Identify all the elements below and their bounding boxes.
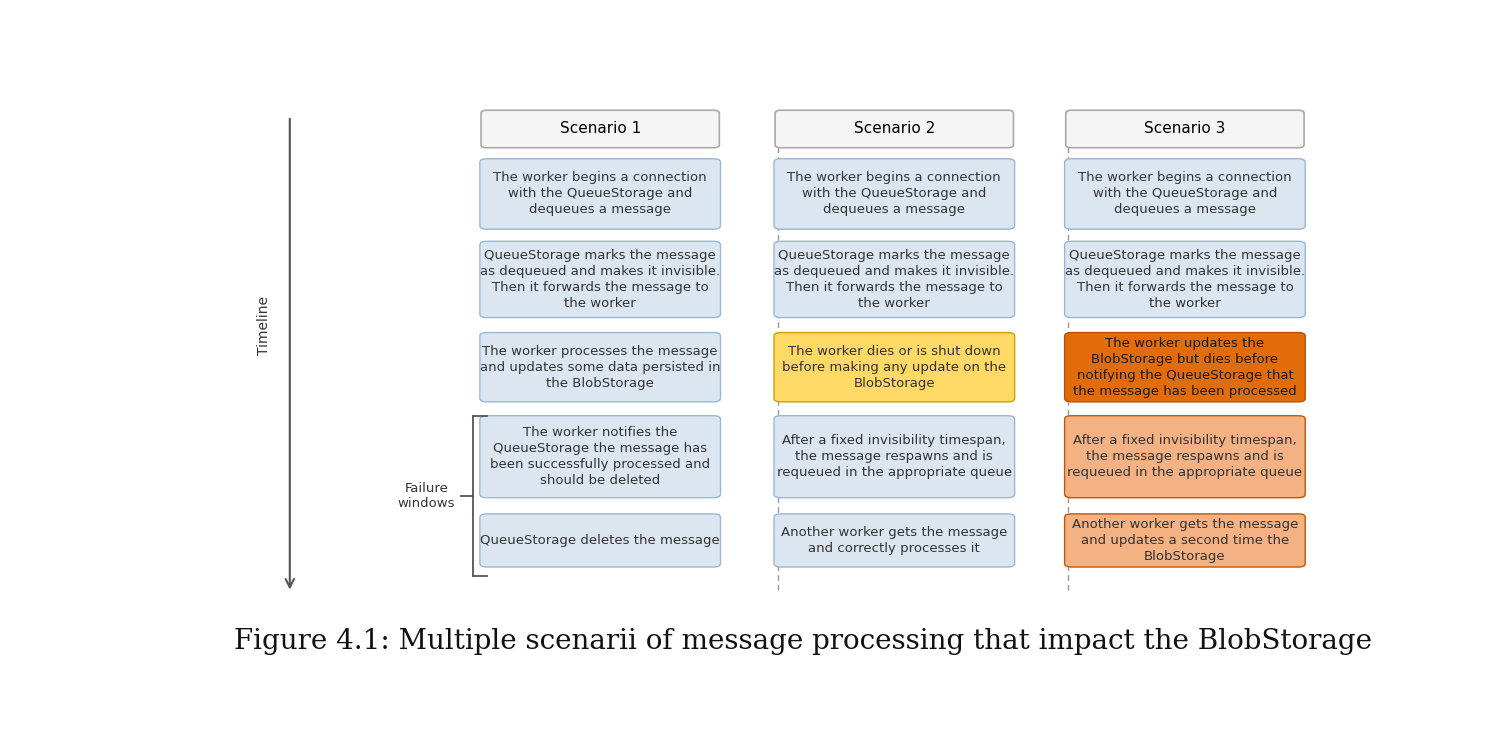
Text: QueueStorage marks the message
as dequeued and makes it invisible.
Then it forwa: QueueStorage marks the message as dequeu… (480, 249, 720, 310)
Text: Another worker gets the message
and correctly processes it: Another worker gets the message and corr… (782, 526, 1008, 555)
Text: The worker updates the
BlobStorage but dies before
notifying the QueueStorage th: The worker updates the BlobStorage but d… (1072, 337, 1298, 398)
Text: QueueStorage marks the message
as dequeued and makes it invisible.
Then it forwa: QueueStorage marks the message as dequeu… (1065, 249, 1305, 310)
FancyBboxPatch shape (480, 514, 720, 567)
FancyBboxPatch shape (1065, 242, 1305, 317)
FancyBboxPatch shape (776, 110, 1014, 148)
Text: The worker begins a connection
with the QueueStorage and
dequeues a message: The worker begins a connection with the … (494, 172, 706, 217)
Text: The worker processes the message
and updates some data persisted in
the BlobStor: The worker processes the message and upd… (480, 345, 720, 390)
Text: The worker begins a connection
with the QueueStorage and
dequeues a message: The worker begins a connection with the … (788, 172, 1000, 217)
Text: Failure
windows: Failure windows (398, 482, 454, 510)
FancyBboxPatch shape (774, 242, 1014, 317)
Text: Another worker gets the message
and updates a second time the
BlobStorage: Another worker gets the message and upda… (1071, 518, 1298, 563)
Text: Scenario 1: Scenario 1 (560, 122, 640, 136)
FancyBboxPatch shape (1065, 159, 1305, 230)
FancyBboxPatch shape (1065, 514, 1305, 567)
FancyBboxPatch shape (1065, 332, 1305, 402)
FancyBboxPatch shape (480, 416, 720, 498)
FancyBboxPatch shape (774, 159, 1014, 230)
Text: The worker notifies the
QueueStorage the message has
been successfully processed: The worker notifies the QueueStorage the… (490, 426, 711, 488)
FancyBboxPatch shape (774, 416, 1014, 498)
Text: QueueStorage marks the message
as dequeued and makes it invisible.
Then it forwa: QueueStorage marks the message as dequeu… (774, 249, 1014, 310)
FancyBboxPatch shape (774, 332, 1014, 402)
Text: Scenario 2: Scenario 2 (853, 122, 934, 136)
FancyBboxPatch shape (480, 332, 720, 402)
Text: Timeline: Timeline (256, 296, 272, 355)
Text: Figure 4.1: Multiple scenarii of message processing that impact the BlobStorage: Figure 4.1: Multiple scenarii of message… (234, 628, 1372, 655)
FancyBboxPatch shape (1065, 416, 1305, 498)
FancyBboxPatch shape (482, 110, 720, 148)
Text: The worker begins a connection
with the QueueStorage and
dequeues a message: The worker begins a connection with the … (1078, 172, 1292, 217)
Text: Scenario 3: Scenario 3 (1144, 122, 1226, 136)
Text: After a fixed invisibility timespan,
the message respawns and is
requeued in the: After a fixed invisibility timespan, the… (777, 434, 1012, 479)
Text: After a fixed invisibility timespan,
the message respawns and is
requeued in the: After a fixed invisibility timespan, the… (1068, 434, 1302, 479)
FancyBboxPatch shape (1066, 110, 1304, 148)
FancyBboxPatch shape (774, 514, 1014, 567)
Text: The worker dies or is shut down
before making any update on the
BlobStorage: The worker dies or is shut down before m… (782, 345, 1006, 390)
FancyBboxPatch shape (480, 242, 720, 317)
FancyBboxPatch shape (480, 159, 720, 230)
Text: QueueStorage deletes the message: QueueStorage deletes the message (480, 534, 720, 547)
